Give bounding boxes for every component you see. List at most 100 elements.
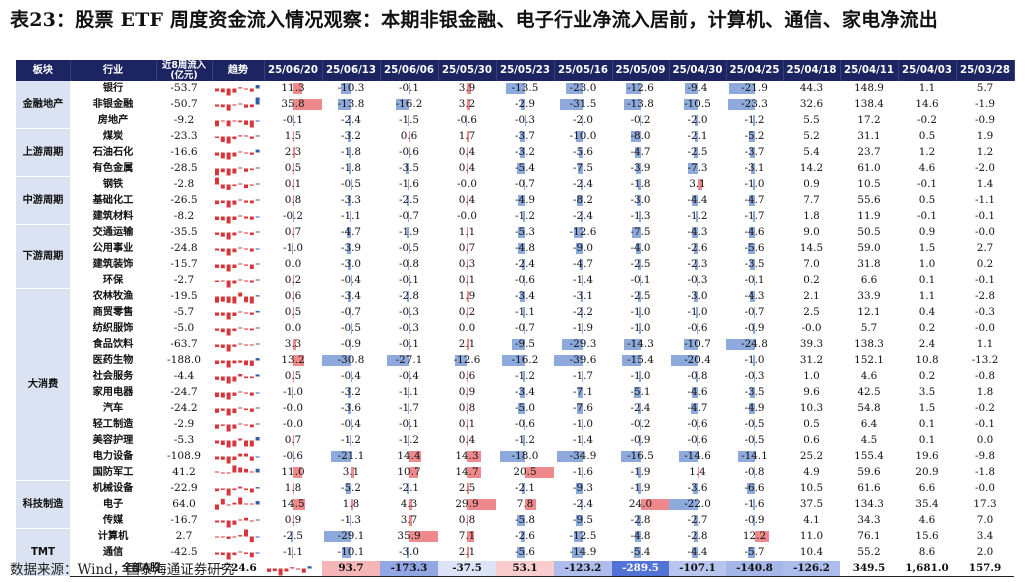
sparkline-bar (238, 120, 243, 123)
negative-bar (639, 323, 641, 334)
week-value: -3.2 (496, 144, 554, 161)
flow8-value: -50.7 (156, 96, 212, 113)
negative-bar (521, 259, 525, 270)
week-value: -0.5 (322, 176, 380, 193)
week-value: 0.4 (438, 192, 496, 209)
table-row: 金融地产 银行 -53.7 11.3 -10.3 -0.1 3.9 -13.5 -23.0 -12… (16, 81, 1014, 129)
trend-sparkline (212, 112, 264, 129)
table-row: 中游周期 钢铁 -2.8 0.1 -0.5 -1.6 -0.0 -0.7 -2.4 -1.8 3.1… (16, 176, 1014, 225)
negative-bar (639, 435, 641, 446)
header-week-2: 25/06/06 (380, 60, 439, 81)
week-value: -0.3 (380, 304, 438, 321)
week-value-text: -12.6 (627, 82, 654, 94)
week-value: -0.1 (264, 112, 322, 129)
sparkline-bar (232, 328, 237, 332)
negative-bar (749, 291, 755, 302)
week-value-text: -3.4 (340, 290, 362, 302)
week-value: -1.7 (380, 400, 438, 417)
header-week-5: 25/05/16 (554, 60, 613, 81)
sparkline-bar (249, 312, 254, 315)
week-value-text: -1.5 (398, 114, 420, 126)
sparkline-bar (232, 344, 237, 347)
week-value: -5.6 (496, 544, 554, 561)
negative-bar (695, 211, 698, 222)
sparkline-svg (215, 453, 260, 464)
sparkline-bar (232, 296, 237, 304)
week-value: -1.0 (669, 304, 726, 321)
week-value-text: -2.1 (398, 482, 420, 494)
week-value-text: 0.8 (458, 514, 476, 526)
week-value-text: -39.6 (569, 354, 597, 366)
week-value: 0.9 (783, 176, 840, 193)
week-value-text: -0.5 (744, 434, 765, 446)
flow8-value: -26.5 (156, 192, 212, 209)
sparkline-bar (232, 392, 237, 396)
week-value: 14.4 (380, 448, 438, 465)
week-value: 11.0 (264, 464, 322, 481)
week-value-text: -1.1 (340, 210, 362, 222)
flow8-value: -188.0 (156, 352, 212, 369)
sparkline-bar (255, 456, 260, 458)
week-value-text: -16.2 (511, 354, 539, 366)
week-value: 7.1 (438, 528, 496, 545)
week-value-text: -9.5 (572, 514, 594, 526)
table-row: 科技制造 机械设备 -22.9 1.8 -5.2 -2.1 2.5 -2.1 -9.3 -1.9 -… (16, 480, 1014, 529)
negative-bar (554, 355, 583, 366)
week-value-text: -7.5 (572, 162, 594, 174)
week-value: -2.4 (612, 400, 669, 417)
week-value: 1.7 (438, 128, 496, 145)
week-value: 42.5 (840, 384, 898, 401)
trend-sparkline (212, 288, 264, 305)
sparkline-bar (232, 456, 237, 461)
week-value: 25.2 (783, 448, 840, 465)
week-value-text: -2.4 (340, 114, 362, 126)
sparkline-svg (215, 437, 260, 448)
week-value-text: -0.6 (398, 146, 420, 158)
week-value-text: -0.6 (456, 114, 478, 126)
industry-name: 环保 (70, 272, 156, 289)
week-value-text: -16.5 (627, 450, 654, 462)
negative-bar (581, 435, 583, 446)
sparkline-bar (220, 216, 225, 221)
week-value: -0.2 (898, 112, 956, 129)
week-value: 76.1 (840, 528, 898, 545)
sparkline-bar (232, 520, 237, 525)
week-value: -3.5 (726, 384, 783, 401)
week-value-text: 3.2 (458, 98, 476, 110)
negative-bar (523, 211, 525, 222)
sparkline-bar (290, 567, 295, 569)
week-value-text: 1.4 (689, 466, 706, 478)
negative-bar (750, 259, 755, 270)
week-value-text: -3.2 (340, 130, 362, 142)
week-value-text: 0.4 (458, 146, 476, 158)
sparkline-bar (249, 392, 254, 396)
week-value-text: 0.7 (284, 226, 302, 238)
negative-bar (694, 147, 698, 158)
week-value: -1.8 (322, 144, 380, 161)
week-value-text: -0.0 (282, 418, 304, 430)
week-value: 2.7 (956, 240, 1014, 257)
week-value-text: -2.5 (687, 146, 708, 158)
week-value: -0.5 (726, 432, 783, 449)
week-value-text: -8.0 (630, 130, 651, 142)
week-value: -0.7 (726, 304, 783, 321)
week-value-text: -8.2 (572, 194, 594, 206)
week-value-text: -5.2 (744, 130, 765, 142)
week-value: 32.6 (783, 96, 840, 113)
week-value-text: -2.4 (514, 258, 536, 270)
week-value-text: -2.9 (514, 98, 536, 110)
week-value: 31.8 (840, 256, 898, 273)
sparkline-bar (215, 520, 219, 523)
negative-bar (387, 355, 409, 366)
week-value-text: -1.8 (630, 178, 651, 190)
sparkline-bar (244, 453, 248, 457)
negative-bar (637, 403, 641, 414)
week-value: -34.9 (554, 448, 612, 465)
week-value: 0.6 (783, 432, 840, 449)
sparkline-svg (215, 135, 260, 144)
week-value: -27.1 (380, 352, 438, 369)
positive-bar (467, 243, 468, 254)
week-value-text: -0.6 (282, 450, 304, 462)
sparkline-bar (255, 279, 260, 281)
week-value: -5.6 (726, 240, 783, 257)
